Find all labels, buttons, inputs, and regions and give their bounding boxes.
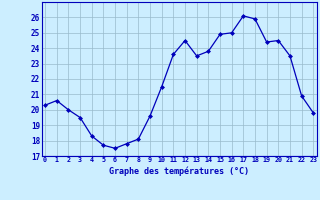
- X-axis label: Graphe des températures (°C): Graphe des températures (°C): [109, 166, 249, 176]
